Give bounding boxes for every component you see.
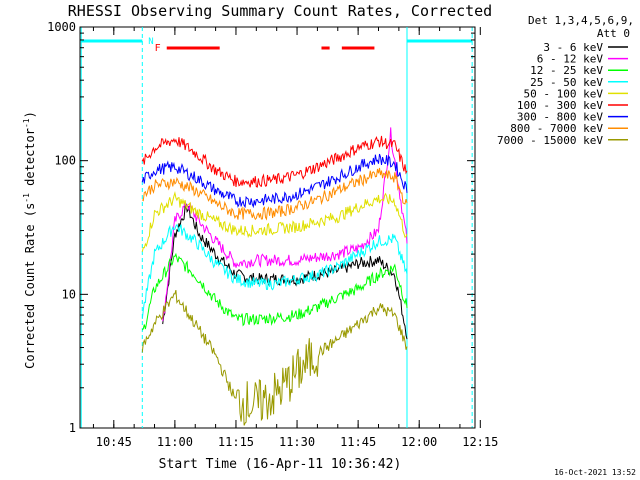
timestamp: 16-Oct-2021 13:52 bbox=[554, 468, 636, 477]
plot-frame bbox=[79, 26, 476, 429]
legend-label-7: 800 - 7000 keV bbox=[510, 122, 603, 135]
x-tick-label-1: 11:00 bbox=[157, 435, 193, 449]
y-tick-label-0: 1 bbox=[69, 421, 76, 435]
y-tick-label-3: 1000 bbox=[47, 20, 76, 34]
series-line-8 bbox=[141, 289, 408, 426]
y-axis-label-sup1: -1 bbox=[22, 193, 31, 203]
chart-title: RHESSI Observing Summary Count Rates, Co… bbox=[68, 2, 492, 20]
series-line-4 bbox=[141, 191, 408, 252]
legend-header-line1: Det 1,3,4,5,6,9, bbox=[528, 14, 634, 27]
y-axis-label-main: Corrected Count Rate (s bbox=[23, 203, 37, 369]
flag-layer: FN bbox=[81, 37, 473, 54]
legend-header-line2: Att 0 bbox=[597, 27, 630, 40]
legend-label-8: 7000 - 15000 keV bbox=[497, 134, 603, 147]
series-line-1 bbox=[162, 127, 408, 322]
x-tick-label-5: 12:00 bbox=[401, 435, 437, 449]
y-axis-label-mid: detector bbox=[23, 128, 37, 193]
plot-area bbox=[79, 26, 476, 429]
series-line-0 bbox=[162, 203, 408, 340]
axis-layer: 1 10 100 1000 10:45 11:00 11:15 11:30 11:45 12:00… bbox=[47, 20, 498, 449]
series-layer bbox=[141, 127, 408, 426]
y-axis-label-sup2: -1 bbox=[22, 118, 31, 128]
series-line-5 bbox=[141, 135, 408, 188]
series-line-2 bbox=[141, 252, 408, 331]
legend-label-2: 12 - 25 keV bbox=[530, 64, 603, 77]
legend-label-5: 100 - 300 keV bbox=[517, 99, 603, 112]
y-axis-label-end: ) bbox=[23, 111, 37, 118]
legend-label-3: 25 - 50 keV bbox=[530, 76, 603, 89]
y-tick-label-1: 10 bbox=[62, 287, 76, 301]
legend-label-0: 3 - 6 keV bbox=[543, 41, 603, 54]
x-axis-label: Start Time (16-Apr-11 10:36:42) bbox=[159, 457, 402, 472]
x-tick-label-2: 11:15 bbox=[218, 435, 254, 449]
flare-flag-label: F bbox=[155, 43, 161, 54]
series-line-6 bbox=[141, 153, 408, 209]
x-tick-label-4: 11:45 bbox=[340, 435, 376, 449]
night-flag-label: N bbox=[148, 37, 153, 47]
series-line-7 bbox=[141, 167, 408, 221]
x-tick-label-6: 12:15 bbox=[462, 435, 498, 449]
legend-label-1: 6 - 12 keV bbox=[537, 53, 604, 66]
legend-label-6: 300 - 800 keV bbox=[517, 111, 603, 124]
legend-label-4: 50 - 100 keV bbox=[524, 87, 604, 100]
x-tick-label-0: 10:45 bbox=[96, 435, 132, 449]
series-line-3 bbox=[141, 223, 408, 319]
x-tick-label-3: 11:30 bbox=[279, 435, 315, 449]
y-axis-label: Corrected Count Rate (s-1 detector-1) bbox=[22, 111, 37, 369]
y-tick-label-2: 100 bbox=[54, 154, 76, 168]
